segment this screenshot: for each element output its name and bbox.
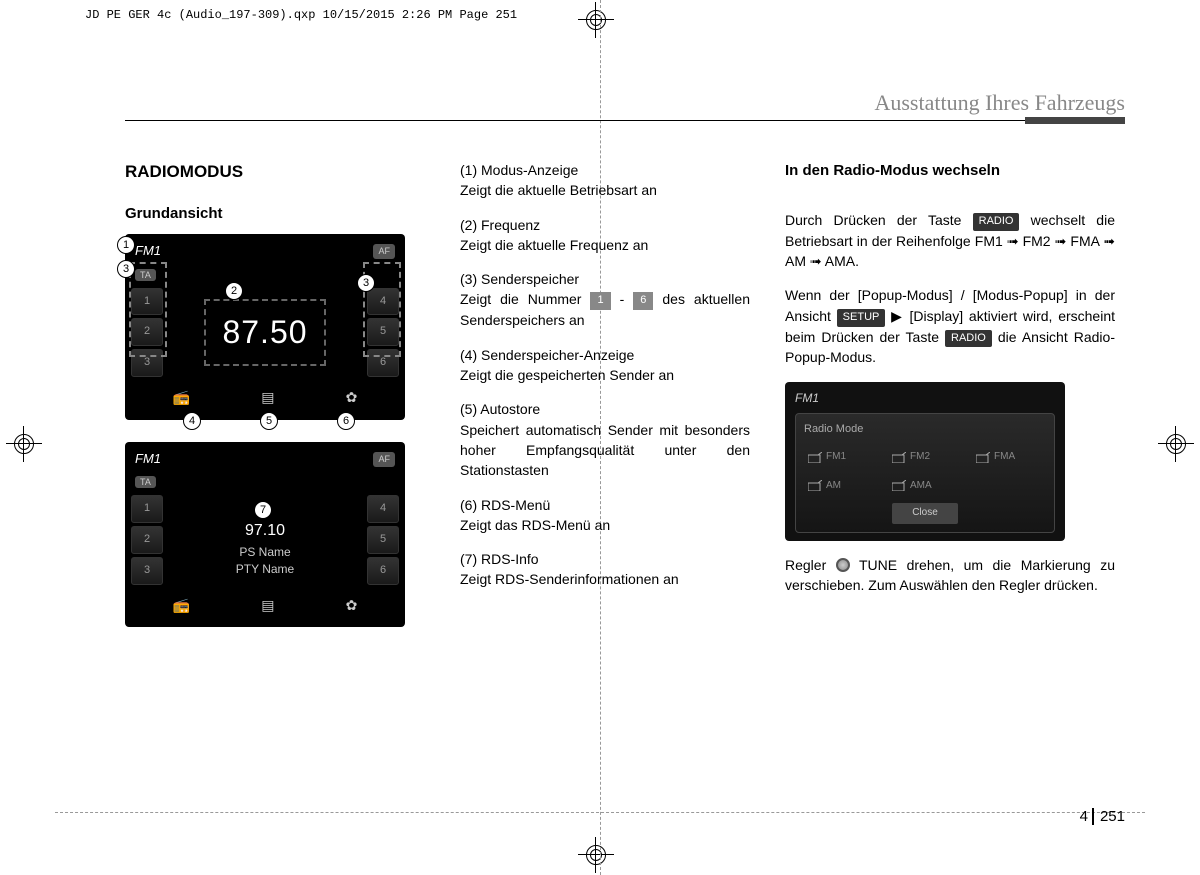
- popup-title: Radio Mode: [804, 422, 1046, 438]
- item-5-text: Speichert automatisch Sender mit besonde…: [460, 420, 750, 481]
- settings-icon: ✿: [346, 595, 358, 615]
- item-3-title: (3) Senderspeicher: [460, 269, 750, 289]
- item-1-text: Zeigt die aktuelle Betriebsart an: [460, 180, 750, 200]
- h2-radiomodus-wechseln: In den Radio-Modus wechseln: [785, 160, 1115, 182]
- autostore-icon: ▤: [261, 595, 274, 615]
- preset: 3: [131, 349, 163, 377]
- band-label: FM1: [135, 450, 161, 469]
- popup-band: FM1: [795, 390, 1055, 407]
- preset: 6: [367, 557, 399, 585]
- item-7-text: Zeigt RDS-Senderinformationen an: [460, 569, 750, 589]
- item-6-title: (6) RDS-Menü: [460, 495, 750, 515]
- page-number: 4251: [1080, 808, 1125, 825]
- popup-item: AM: [804, 475, 878, 498]
- popup-item: AMA: [888, 475, 962, 498]
- registration-mark-bottom: [584, 843, 608, 867]
- p1: Durch Drücken der Taste RADIO wechselt d…: [785, 210, 1115, 272]
- file-slug: JD PE GER 4c (Audio_197-309).qxp 10/15/2…: [85, 8, 517, 22]
- registration-mark-left: [12, 432, 36, 456]
- preset: 1: [131, 288, 163, 316]
- preset: 4: [367, 288, 399, 316]
- callout-5: 5: [260, 412, 278, 430]
- ps-name: PS Name: [239, 544, 290, 561]
- preset-list-icon: 📻: [173, 387, 190, 407]
- tune-dial-icon: [836, 558, 850, 572]
- callout-6: 6: [337, 412, 355, 430]
- item-5-title: (5) Autostore: [460, 399, 750, 419]
- item-4-title: (4) Senderspeicher-Anzeige: [460, 345, 750, 365]
- preset-6-badge: 6: [633, 292, 653, 310]
- radio-button-label: RADIO: [945, 330, 992, 348]
- ta-badge: TA: [135, 269, 156, 281]
- item-7-title: (7) RDS-Info: [460, 549, 750, 569]
- preset: 5: [367, 526, 399, 554]
- af-badge: AF: [373, 452, 395, 467]
- settings-icon: ✿: [346, 387, 358, 407]
- item-2-title: (2) Frequenz: [460, 215, 750, 235]
- item-6-text: Zeigt das RDS-Menü an: [460, 515, 750, 535]
- registration-mark-top: [584, 8, 608, 32]
- h2-grundansicht: Grundansicht: [125, 203, 435, 225]
- section-header: Ausstattung Ihres Fahrzeugs: [874, 90, 1125, 116]
- radio-button-label: RADIO: [973, 213, 1020, 231]
- p3: Regler TUNE drehen, um die Markierung zu…: [785, 555, 1115, 596]
- preset: 1: [131, 495, 163, 523]
- preset: 4: [367, 495, 399, 523]
- pty-name: PTY Name: [236, 561, 294, 578]
- popup-item: FM2: [888, 446, 962, 469]
- preset: 5: [367, 318, 399, 346]
- item-3-text: Zeigt die Nummer 1 - 6 des aktuellen Sen…: [460, 289, 750, 330]
- popup-close: Close: [892, 503, 958, 524]
- section-rule: [125, 120, 1125, 121]
- af-badge: AF: [373, 244, 395, 259]
- preset-list-icon: 📻: [173, 595, 190, 615]
- frequency: 87.50: [222, 314, 307, 350]
- frequency-2: 97.10: [245, 519, 285, 542]
- callout-4: 4: [183, 412, 201, 430]
- radio-display-2: FM1 AF TA 1 2 3 7 97.10 PS Name PTY Name…: [125, 442, 405, 627]
- h1-radiomodus: RADIOMODUS: [125, 160, 435, 185]
- p2: Wenn der [Popup-Modus] / [Modus-Popup] i…: [785, 285, 1115, 367]
- setup-button-label: SETUP: [837, 309, 886, 327]
- band-label: FM1: [135, 242, 161, 261]
- preset: 3: [131, 557, 163, 585]
- preset: 6: [367, 349, 399, 377]
- preset-1-badge: 1: [590, 292, 610, 310]
- footer-dash: [55, 812, 1145, 813]
- radio-display-1: 1 2 3 3 FM1 AF TA 1 2 3 87.50: [125, 234, 405, 419]
- popup-item: FM1: [804, 446, 878, 469]
- registration-mark-right: [1164, 432, 1188, 456]
- autostore-icon: ▤: [261, 387, 274, 407]
- item-2-text: Zeigt die aktuelle Frequenz an: [460, 235, 750, 255]
- ta-badge: TA: [135, 476, 156, 488]
- item-4-text: Zeigt die gespeicherten Sender an: [460, 365, 750, 385]
- callout-7: 7: [254, 501, 272, 519]
- preset: 2: [131, 526, 163, 554]
- popup-item: FMA: [972, 446, 1046, 469]
- preset: 2: [131, 318, 163, 346]
- radio-popup-display: FM1 Radio Mode FM1 FM2 FMA AM AMA Close: [785, 382, 1065, 541]
- item-1-title: (1) Modus-Anzeige: [460, 160, 750, 180]
